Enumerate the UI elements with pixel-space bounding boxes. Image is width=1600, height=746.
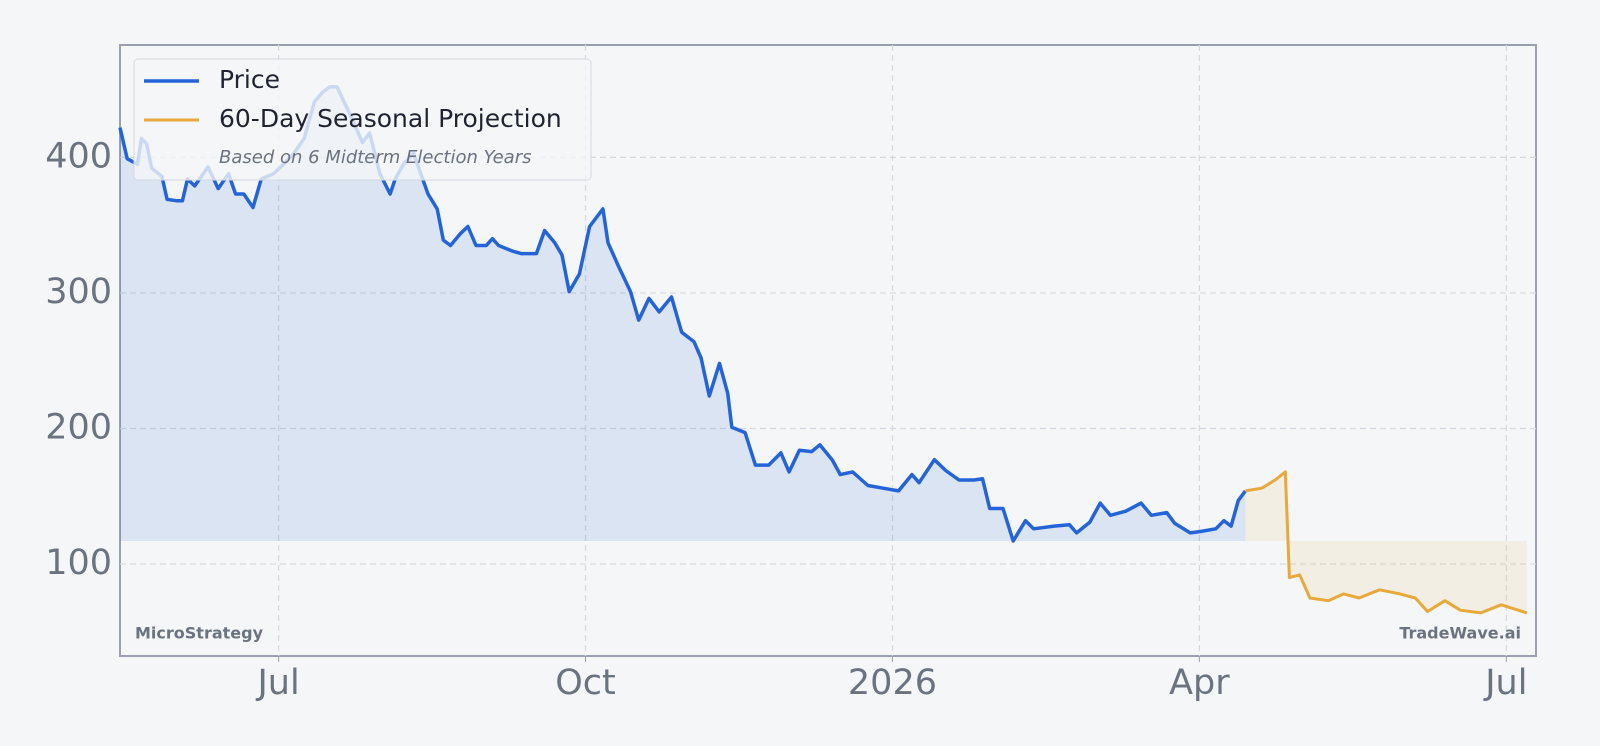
legend-label: 60-Day Seasonal Projection <box>219 104 562 133</box>
x-tick-label: Jul <box>1483 663 1527 703</box>
watermark: MicroStrategy <box>135 624 264 643</box>
x-tick-label: Apr <box>1169 663 1230 703</box>
y-tick-label: 200 <box>45 408 112 448</box>
projection-area <box>1245 471 1527 613</box>
x-tick-label: Jul <box>255 663 299 703</box>
price-area <box>120 86 1246 542</box>
y-tick-label: 300 <box>45 272 112 312</box>
legend-box <box>133 58 592 181</box>
x-tick-label: Oct <box>555 663 616 703</box>
x-tick-label: 2026 <box>848 663 937 703</box>
legend-label: Price <box>219 65 280 94</box>
legend-note: Based on 6 Midterm Election Years <box>219 147 532 168</box>
y-tick-label: 400 <box>45 136 112 176</box>
projection-line <box>1245 470 1528 615</box>
watermark: TradeWave.ai <box>1399 624 1521 643</box>
y-tick-label: 100 <box>45 543 112 583</box>
